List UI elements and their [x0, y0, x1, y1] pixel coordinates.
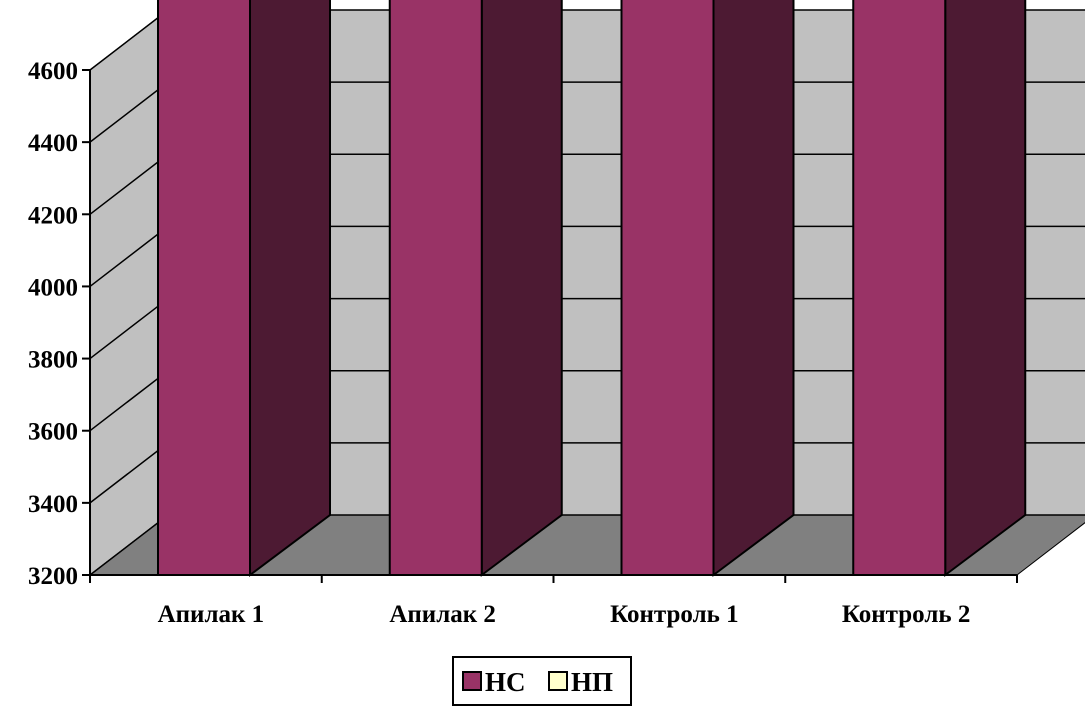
x-tick-label: Контроль 2	[842, 601, 970, 628]
legend: НС НП	[452, 656, 632, 706]
bar-ns	[852, 0, 947, 577]
bar-side-ns	[249, 0, 331, 577]
legend-box	[452, 656, 632, 706]
legend-swatch-ns	[462, 671, 482, 691]
legend-swatch-np	[548, 671, 568, 691]
y-tick-labels: 3200 3400 3600 3800 4000 4200 4400 4600	[28, 58, 78, 590]
y-tick-label: 4000	[28, 274, 78, 301]
bar-side-ns	[480, 0, 563, 577]
side-wall	[89, 8, 169, 577]
bar-ns	[157, 0, 251, 577]
legend-label-ns: НС	[485, 667, 526, 697]
y-tick-label: 3200	[28, 563, 78, 590]
x-tick-labels: Апилак 1 Апилак 2 Контроль 1 Контроль 2	[158, 601, 971, 628]
bars	[157, 0, 1027, 577]
x-tick-label: Контроль 1	[610, 601, 738, 628]
bar-side-ns	[712, 0, 795, 577]
y-tick-label: 4600	[28, 58, 78, 85]
bar-ns	[388, 0, 483, 576]
y-tick-label: 3800	[28, 347, 78, 374]
legend-label-np: НП	[571, 667, 613, 697]
x-tick-label: Апилак 1	[158, 601, 265, 628]
x-tick-label: Апилак 2	[389, 601, 496, 628]
y-tick-label: 3400	[28, 491, 78, 518]
y-tick-label: 4200	[28, 202, 78, 229]
bar-side-ns	[944, 0, 1027, 577]
bar-ns	[620, 0, 715, 576]
y-tick-label: 4400	[28, 130, 78, 157]
y-tick-label: 3600	[28, 419, 78, 446]
